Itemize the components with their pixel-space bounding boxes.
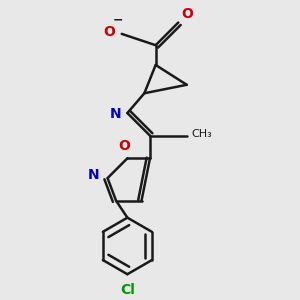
Text: Cl: Cl — [120, 283, 135, 297]
Text: N: N — [88, 168, 99, 182]
Text: N: N — [110, 107, 122, 122]
Text: O: O — [103, 26, 115, 40]
Text: CH₃: CH₃ — [191, 129, 212, 139]
Text: O: O — [181, 7, 193, 21]
Text: O: O — [118, 139, 130, 153]
Text: −: − — [113, 14, 124, 27]
